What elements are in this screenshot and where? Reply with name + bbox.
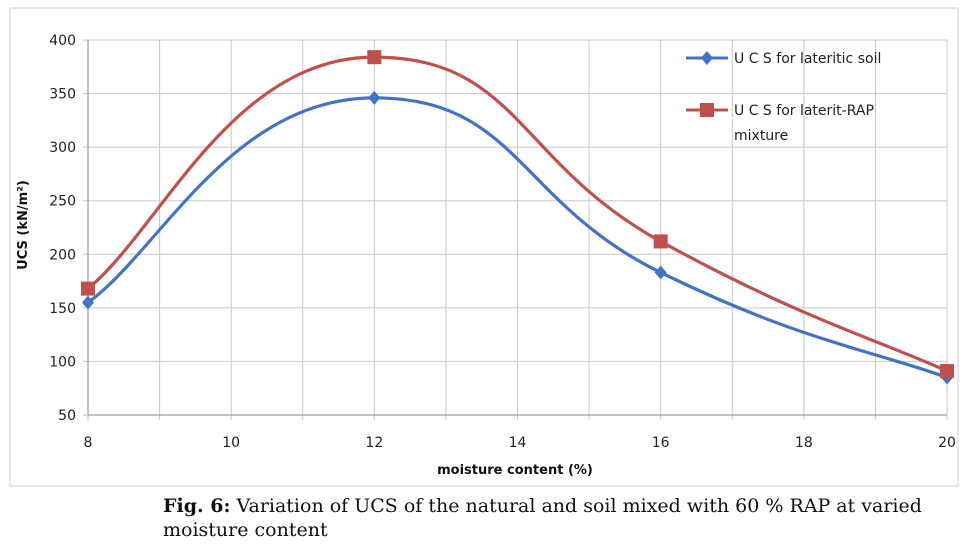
- y-tick-label: 150: [49, 301, 76, 317]
- legend-marker: [700, 103, 714, 117]
- data-point: [81, 281, 95, 296]
- data-point: [82, 295, 94, 310]
- caption-label: Fig. 6:: [163, 495, 231, 517]
- y-axis-title: UCS (kN/m²): [16, 180, 31, 270]
- data-point: [654, 265, 667, 280]
- y-tick-label: 400: [49, 33, 76, 49]
- data-point: [940, 364, 954, 379]
- series-line: [86, 55, 948, 373]
- y-tick-label: 100: [49, 354, 76, 370]
- legend-marker: [701, 51, 713, 65]
- grid: [83, 39, 948, 420]
- x-tick-label: 20: [938, 435, 956, 451]
- y-tick-label: 50: [58, 408, 76, 424]
- y-tick-label: 350: [49, 87, 76, 103]
- chart-svg: 50 100 150 200 250 300 350 400 8 10 12 14 16 18 20 U C…: [9, 7, 959, 487]
- y-tick-label: 200: [49, 247, 76, 263]
- chart: 50 100 150 200 250 300 350 400 8 10 12 14 16 18 20 U C…: [9, 7, 959, 487]
- series-line: [87, 96, 948, 380]
- series-2: [81, 50, 954, 379]
- data-point: [367, 50, 382, 65]
- y-tick-label: 300: [49, 140, 76, 156]
- x-tick-label: 12: [365, 435, 383, 451]
- caption-text: Variation of UCS of the natural and soil…: [163, 495, 922, 541]
- x-tick-label: 16: [652, 435, 670, 451]
- legend: U C S for lateritic soil U C S for lateri…: [686, 51, 881, 144]
- series-layer: [81, 50, 954, 385]
- x-tick-label: 18: [795, 435, 813, 451]
- data-point: [368, 90, 381, 105]
- legend-label: U C S for lateritic soil: [734, 51, 881, 67]
- figure-caption: Fig. 6: Variation of UCS of the natural …: [163, 494, 923, 542]
- legend-label: mixture: [734, 128, 788, 144]
- x-axis-title: moisture content (%): [437, 463, 593, 478]
- x-tick-label: 8: [84, 435, 93, 451]
- legend-entry-2: U C S for laterit-RAP mixture: [686, 103, 874, 144]
- y-tick-label: 250: [49, 194, 76, 210]
- legend-label: U C S for laterit-RAP: [734, 103, 874, 119]
- x-tick-label: 10: [222, 435, 240, 451]
- axes: 50 100 150 200 250 300 350 400 8 10 12 14 16 18 20: [49, 33, 956, 451]
- chart-frame: [9, 7, 959, 487]
- x-tick-label: 14: [509, 435, 527, 451]
- data-point: [653, 234, 668, 249]
- legend-entry-1: U C S for lateritic soil: [686, 51, 881, 67]
